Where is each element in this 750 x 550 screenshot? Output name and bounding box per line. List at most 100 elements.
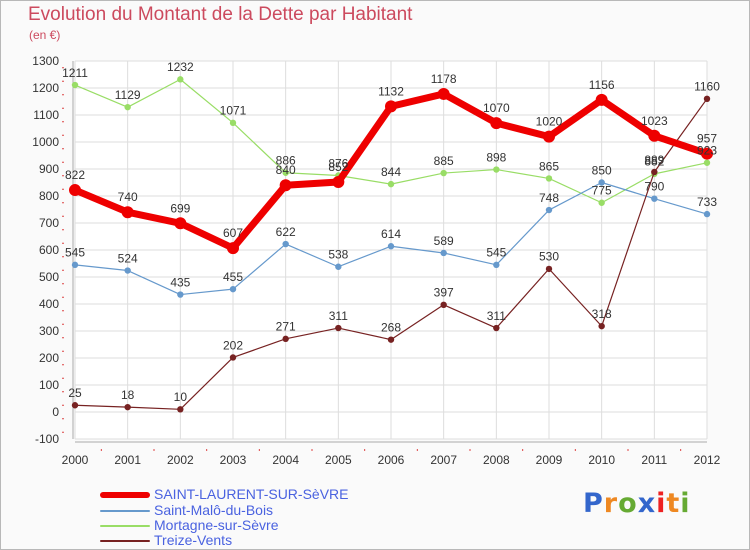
x-tick-label: 2010: [588, 453, 615, 467]
data-label: 1232: [167, 60, 194, 74]
data-point: [545, 206, 553, 214]
legend-label: Treize-Vents: [154, 532, 233, 548]
data-point: [598, 199, 605, 206]
data-label: 18: [121, 388, 135, 402]
logo-letter: i: [680, 488, 691, 519]
data-point: [493, 324, 500, 332]
logo-letter: x: [637, 488, 657, 519]
data-point: [437, 87, 450, 100]
data-label: 435: [170, 275, 190, 289]
x-tick-label: 2001: [114, 453, 141, 467]
data-point: [71, 402, 79, 409]
legend-swatch: [100, 492, 150, 498]
legend-swatch: [100, 525, 150, 527]
logo-letter: i: [656, 488, 667, 519]
data-label: 790: [644, 180, 664, 194]
data-point: [71, 81, 79, 89]
data-point: [598, 322, 605, 330]
data-point: [387, 336, 395, 343]
data-point: [282, 169, 289, 176]
data-point: [490, 117, 503, 130]
data-point: [279, 179, 292, 192]
logo-letter: o: [618, 488, 638, 519]
data-point: [229, 119, 237, 127]
data-label: 1070: [483, 101, 510, 115]
data-label: 889: [644, 153, 664, 167]
data-point: [651, 168, 658, 176]
data-point: [545, 265, 553, 273]
data-label: 1129: [115, 88, 141, 102]
data-label: 538: [328, 248, 348, 262]
data-point: [387, 243, 395, 250]
data-point: [543, 130, 555, 143]
data-label: 1132: [378, 84, 404, 98]
data-point: [69, 184, 81, 197]
data-label: 1023: [641, 114, 668, 128]
y-tick-label: 0: [52, 405, 59, 419]
data-label: 545: [486, 246, 506, 260]
logo-letter: t: [666, 488, 681, 519]
data-label: 455: [223, 270, 243, 284]
data-label: 699: [170, 201, 190, 215]
data-point: [335, 324, 342, 332]
data-label: 748: [539, 191, 559, 205]
data-label: 530: [539, 250, 559, 264]
data-label: 852: [328, 160, 348, 174]
data-point: [124, 267, 131, 274]
data-label: 545: [65, 246, 85, 260]
data-point: [703, 95, 711, 103]
data-point: [177, 291, 184, 298]
data-point: [703, 159, 711, 166]
data-label: 622: [276, 225, 296, 239]
data-point: [177, 406, 184, 413]
data-label: 524: [118, 251, 138, 265]
x-tick-label: 2005: [325, 453, 352, 467]
data-point: [335, 263, 342, 270]
y-tick-label: 1100: [33, 108, 59, 122]
data-labels: 1211 1129 1232 1071 886 876 844 885 898 865 775 882…: [62, 60, 720, 404]
data-label: 202: [223, 338, 243, 352]
legend-label: Mortagne-sur-Sèvre: [154, 517, 279, 533]
x-tick-label: 2003: [220, 453, 247, 467]
data-label: 840: [276, 163, 296, 177]
unit-label: (en €): [29, 28, 61, 42]
legend-swatch: [100, 510, 150, 512]
data-point: [701, 147, 713, 160]
data-point: [332, 175, 345, 188]
x-tick-label: 2008: [483, 453, 510, 467]
data-label: 733: [697, 195, 717, 209]
y-tick-label: 800: [39, 189, 59, 203]
y-tick-label: 500: [39, 270, 59, 284]
proxiti-logo: Proxiti: [583, 488, 691, 519]
data-point: [385, 100, 397, 113]
data-point: [282, 240, 289, 248]
data-label: 882: [644, 155, 664, 169]
y-tick-label: 1300: [32, 54, 59, 68]
y-tick-label: 200: [39, 351, 59, 365]
data-label: 311: [487, 309, 506, 323]
x-tick-label: 2002: [167, 453, 194, 467]
data-label: 957: [697, 132, 717, 146]
x-tick-label: 2004: [272, 453, 299, 467]
data-label: 271: [276, 320, 296, 334]
data-label: 1071: [220, 104, 247, 118]
data-label: 614: [381, 227, 401, 241]
y-tick-label: 300: [39, 324, 59, 338]
data-label: 589: [434, 234, 454, 248]
axes: -100 0 100 200 300 400 500 600 700 800 900 1000 1100…: [32, 54, 720, 467]
data-point: [282, 335, 289, 343]
x-tick-label: 2006: [378, 453, 405, 467]
data-point: [595, 93, 608, 106]
data-point: [177, 76, 184, 83]
data-point: [440, 301, 447, 309]
data-label: 822: [65, 168, 85, 182]
data-label: 1178: [431, 72, 457, 86]
chart-title: Evolution du Montant de la Dette par Hab…: [28, 4, 413, 25]
grid: [74, 60, 708, 440]
x-tick-label: 2000: [62, 453, 89, 467]
data-label: 898: [486, 150, 506, 164]
data-point: [703, 210, 711, 218]
data-point: [121, 206, 134, 219]
data-point: [227, 242, 239, 255]
